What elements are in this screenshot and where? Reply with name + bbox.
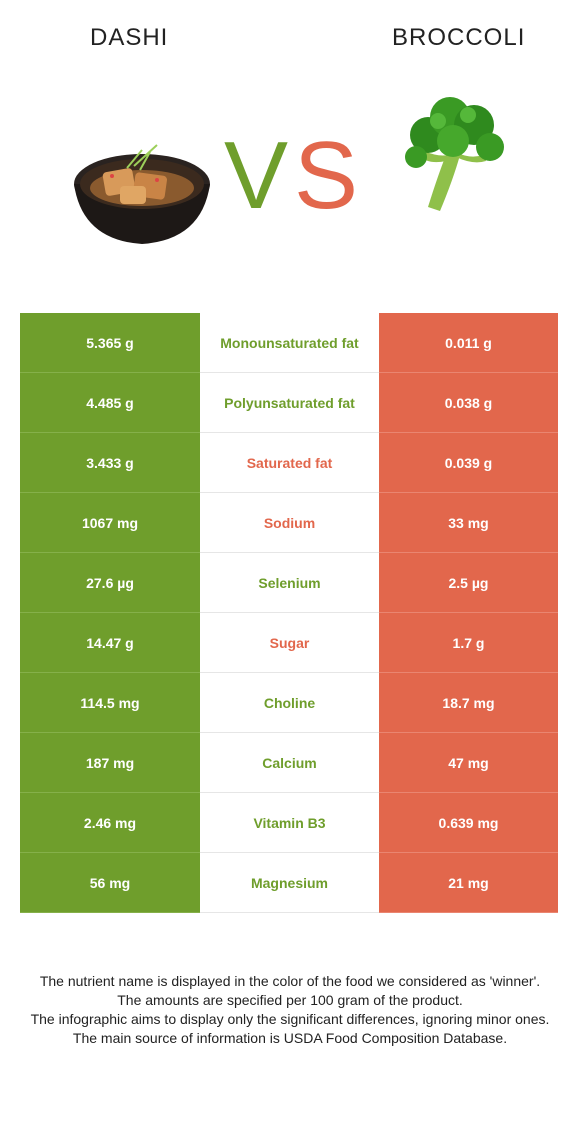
left-value-cell: 5.365 g <box>20 313 200 373</box>
right-value-cell: 1.7 g <box>379 613 558 673</box>
nutrient-name-cell: Monounsaturated fat <box>200 313 379 373</box>
left-value-cell: 14.47 g <box>20 613 200 673</box>
nutrient-name-cell: Saturated fat <box>200 433 379 493</box>
right-value-cell: 2.5 µg <box>379 553 558 613</box>
right-value-cell: 0.639 mg <box>379 793 558 853</box>
table-row: 1067 mg Sodium 33 mg <box>20 493 558 553</box>
left-value-cell: 3.433 g <box>20 433 200 493</box>
table-row: 187 mg Calcium 47 mg <box>20 733 558 793</box>
table-row: 4.485 g Polyunsaturated fat 0.038 g <box>20 373 558 433</box>
left-value-cell: 1067 mg <box>20 493 200 553</box>
nutrient-name-cell: Polyunsaturated fat <box>200 373 379 433</box>
table-row: 14.47 g Sugar 1.7 g <box>20 613 558 673</box>
left-value-cell: 56 mg <box>20 853 200 913</box>
nutrient-name-cell: Magnesium <box>200 853 379 913</box>
right-value-cell: 21 mg <box>379 853 558 913</box>
table-row: 27.6 µg Selenium 2.5 µg <box>20 553 558 613</box>
footnote-line: The nutrient name is displayed in the co… <box>39 973 541 989</box>
left-value-cell: 4.485 g <box>20 373 200 433</box>
footnote-line: The amounts are specified per 100 gram o… <box>117 992 463 1008</box>
footnote-line: The main source of information is USDA F… <box>72 1030 508 1046</box>
vs-letter-v: V <box>224 122 289 229</box>
nutrient-name-cell: Selenium <box>200 553 379 613</box>
footnote: The nutrient name is displayed in the co… <box>20 972 560 1048</box>
left-value-cell: 187 mg <box>20 733 200 793</box>
nutrient-name-cell: Calcium <box>200 733 379 793</box>
right-value-cell: 0.011 g <box>379 313 558 373</box>
left-value-cell: 114.5 mg <box>20 673 200 733</box>
nutrient-name-cell: Vitamin B3 <box>200 793 379 853</box>
left-food-title: DASHI <box>90 24 169 51</box>
right-value-cell: 0.039 g <box>379 433 558 493</box>
footnote-line: The infographic aims to display only the… <box>30 1011 550 1027</box>
table-row: 2.46 mg Vitamin B3 0.639 mg <box>20 793 558 853</box>
comparison-table: 5.365 g Monounsaturated fat 0.011 g 4.485 g… <box>20 313 558 913</box>
right-value-cell: 47 mg <box>379 733 558 793</box>
right-value-cell: 33 mg <box>379 493 558 553</box>
vs-letter-s: S <box>294 122 359 229</box>
dashi-soup-bowl-image <box>74 144 210 244</box>
right-value-cell: 0.038 g <box>379 373 558 433</box>
table-row: 56 mg Magnesium 21 mg <box>20 853 558 913</box>
left-value-cell: 27.6 µg <box>20 553 200 613</box>
table-row: 3.433 g Saturated fat 0.039 g <box>20 433 558 493</box>
nutrient-name-cell: Choline <box>200 673 379 733</box>
table-row: 5.365 g Monounsaturated fat 0.011 g <box>20 313 558 373</box>
table-row: 114.5 mg Choline 18.7 mg <box>20 673 558 733</box>
left-value-cell: 2.46 mg <box>20 793 200 853</box>
right-food-title: BROCCOLI <box>392 24 526 51</box>
nutrient-name-cell: Sodium <box>200 493 379 553</box>
right-value-cell: 18.7 mg <box>379 673 558 733</box>
nutrient-name-cell: Sugar <box>200 613 379 673</box>
broccoli-floret-image <box>405 97 504 211</box>
